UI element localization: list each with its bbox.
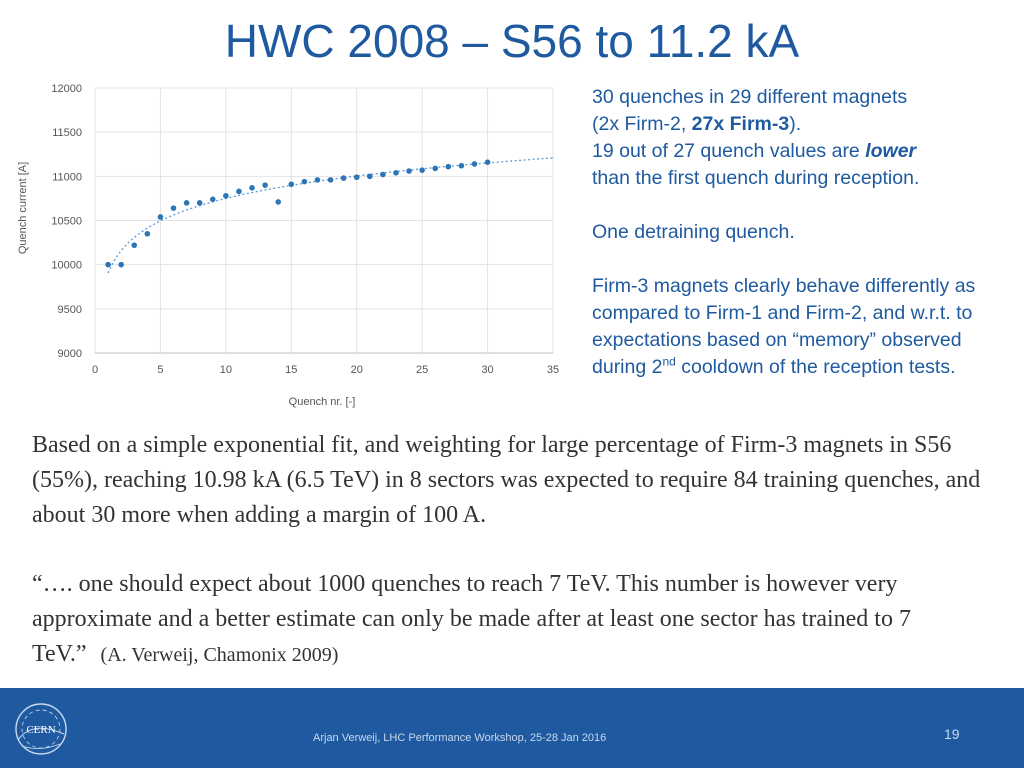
x-tick-label: 25 xyxy=(416,364,428,376)
side-paragraph-firm3: Firm-3 magnets clearly behave differentl… xyxy=(592,273,1012,381)
page-number: 19 xyxy=(944,726,960,742)
side-line-4: than the first quench during reception. xyxy=(592,167,920,189)
x-tick-label: 30 xyxy=(481,364,493,376)
side-firm3-sup: nd xyxy=(662,354,676,369)
side-line-2-bold: 27x Firm-3 xyxy=(691,113,790,135)
data-point xyxy=(131,242,138,249)
quote-citation: (A. Verweij, Chamonix 2009) xyxy=(100,644,339,666)
data-point xyxy=(223,192,229,199)
data-point xyxy=(170,205,177,211)
side-line-3-bold: lower xyxy=(865,140,917,162)
x-tick-label: 35 xyxy=(547,364,559,376)
data-point xyxy=(458,162,465,169)
data-point xyxy=(262,182,268,188)
x-axis-label: Quench nr. [-] xyxy=(289,396,356,408)
y-tick-label: 12000 xyxy=(51,83,82,95)
data-point xyxy=(118,261,124,268)
data-point xyxy=(144,230,151,237)
y-tick-label: 10000 xyxy=(51,260,82,272)
x-tick-label: 15 xyxy=(285,364,297,376)
side-line-3-prefix: 19 out of 27 quench values are xyxy=(592,140,866,162)
data-point xyxy=(380,171,386,178)
x-tick-label: 5 xyxy=(157,364,163,376)
grid-layer xyxy=(94,87,554,354)
side-firm3-main: Firm-3 magnets clearly behave differentl… xyxy=(592,275,976,378)
data-point xyxy=(445,163,452,170)
footer-bar: CERN Arjan Verweij, LHC Performance Work… xyxy=(0,688,1024,768)
data-point xyxy=(314,177,321,183)
data-point xyxy=(288,181,295,188)
side-notes: 30 quenches in 29 different magnets (2x … xyxy=(592,84,1012,408)
cern-logo-text: CERN xyxy=(26,724,55,736)
data-point xyxy=(471,161,478,167)
data-point xyxy=(432,165,439,172)
data-point xyxy=(209,196,216,203)
body-paragraph-fit: Based on a simple exponential fit, and w… xyxy=(32,432,981,528)
side-line-1: 30 quenches in 29 different magnets xyxy=(592,86,908,108)
y-tick-label: 10500 xyxy=(51,216,82,228)
data-point xyxy=(196,200,203,206)
data-point xyxy=(484,159,491,165)
trendline xyxy=(107,157,554,274)
ticks-layer: 0 5 10 15 20 25 30 35 9000 9500 10000 10500 11000 115… xyxy=(51,83,559,376)
data-point xyxy=(105,261,111,268)
y-tick-label: 9500 xyxy=(58,304,82,316)
y-tick-label: 11000 xyxy=(52,171,82,183)
slide-title: HWC 2008 – S56 to 11.2 kA xyxy=(224,15,800,67)
quote-text: “…. one should expect about 1000 quenche… xyxy=(32,571,911,667)
data-point xyxy=(406,168,412,174)
side-firm3-tail: cooldown of the reception tests. xyxy=(675,356,956,378)
side-line-2-prefix: (2x Firm-2, xyxy=(592,113,692,135)
data-point xyxy=(157,214,164,220)
data-point xyxy=(327,177,334,183)
data-point xyxy=(419,167,425,173)
data-point xyxy=(249,185,255,191)
data-point xyxy=(183,200,190,206)
quench-scatter-chart: 0 5 10 15 20 25 30 35 9000 9500 10000 10500 11000 115… xyxy=(0,74,575,414)
body-paragraph-quote: “…. one should expect about 1000 quenche… xyxy=(32,567,1002,673)
x-tick-label: 20 xyxy=(351,364,363,376)
data-point xyxy=(367,173,373,180)
x-tick-label: 10 xyxy=(220,364,232,376)
cern-logo-icon: CERN xyxy=(15,703,67,755)
chart-svg: 0 5 10 15 20 25 30 35 9000 9500 10000 10500 11000 115… xyxy=(17,83,559,408)
points-layer xyxy=(105,159,491,268)
data-point xyxy=(275,199,282,205)
data-point xyxy=(340,175,347,181)
data-point xyxy=(353,174,360,181)
body-text: Based on a simple exponential fit, and w… xyxy=(32,428,1002,707)
data-point xyxy=(393,170,399,176)
y-tick-label: 11500 xyxy=(52,127,82,139)
side-paragraph-detraining: One detraining quench. xyxy=(592,221,795,243)
y-axis-label: Quench current [A] xyxy=(17,162,29,254)
footer-text: Arjan Verweij, LHC Performance Workshop,… xyxy=(313,732,607,744)
data-point xyxy=(301,178,308,185)
x-tick-label: 0 xyxy=(92,364,98,376)
side-line-2-suffix: ). xyxy=(789,113,802,135)
y-tick-label: 9000 xyxy=(58,348,82,360)
data-point xyxy=(236,188,242,195)
side-paragraph-quenches: 30 quenches in 29 different magnets (2x … xyxy=(592,84,1012,192)
